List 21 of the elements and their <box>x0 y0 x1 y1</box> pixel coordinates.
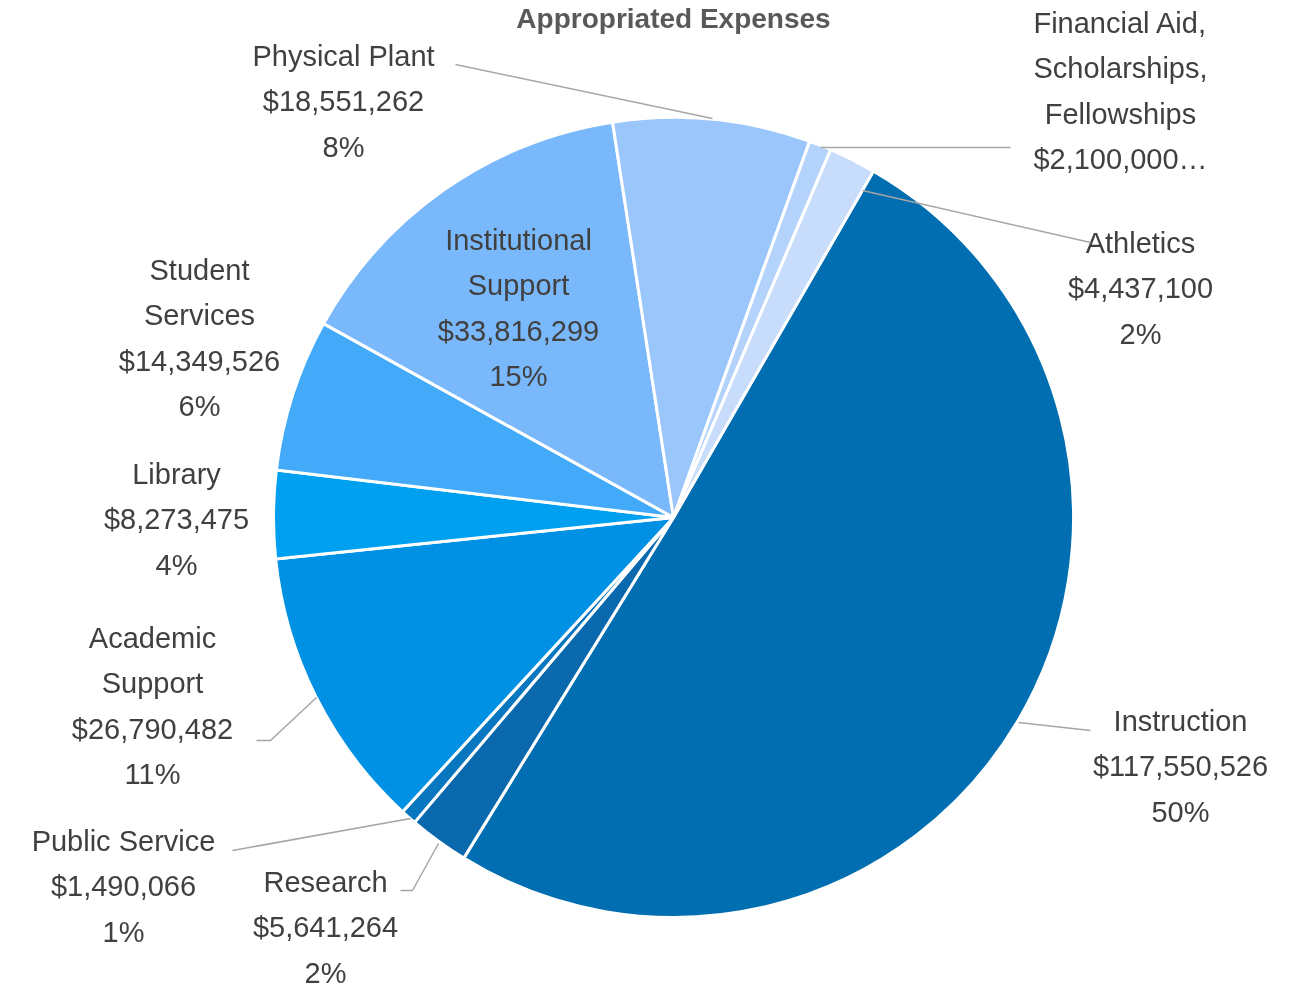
data-label: $18,551,262 8% <box>262 85 425 163</box>
data-label: $1,490,066 1% <box>50 870 197 948</box>
slice-label: Institutional Support <box>445 223 592 301</box>
slice-label: Research <box>263 865 388 898</box>
slice-label: Student Services <box>143 253 256 331</box>
slice-label: Athletics <box>1085 226 1196 259</box>
slice-label: Library <box>132 457 222 490</box>
chart-title: Appropriated Expenses <box>516 2 831 34</box>
slice-label: Public Service <box>31 824 216 857</box>
data-label: $8,273,475 4% <box>103 503 250 581</box>
data-label: $117,550,526 50% <box>1092 750 1269 828</box>
slice-label: Instruction <box>1113 704 1248 737</box>
data-label: $2,100,000… <box>1033 143 1208 175</box>
data-label: $4,437,100 2% <box>1067 272 1214 350</box>
data-label: $33,816,299 15% <box>437 314 600 392</box>
data-label: $5,641,264 2% <box>252 911 399 987</box>
slice-label: Academic Support <box>88 621 217 699</box>
slice-label: Physical Plant <box>252 39 435 72</box>
slice-label: Financial Aid, Scholarships, Fellowships <box>1033 6 1208 130</box>
data-label: $14,349,526 6% <box>118 344 281 422</box>
data-label: $26,790,482 11% <box>71 712 234 790</box>
